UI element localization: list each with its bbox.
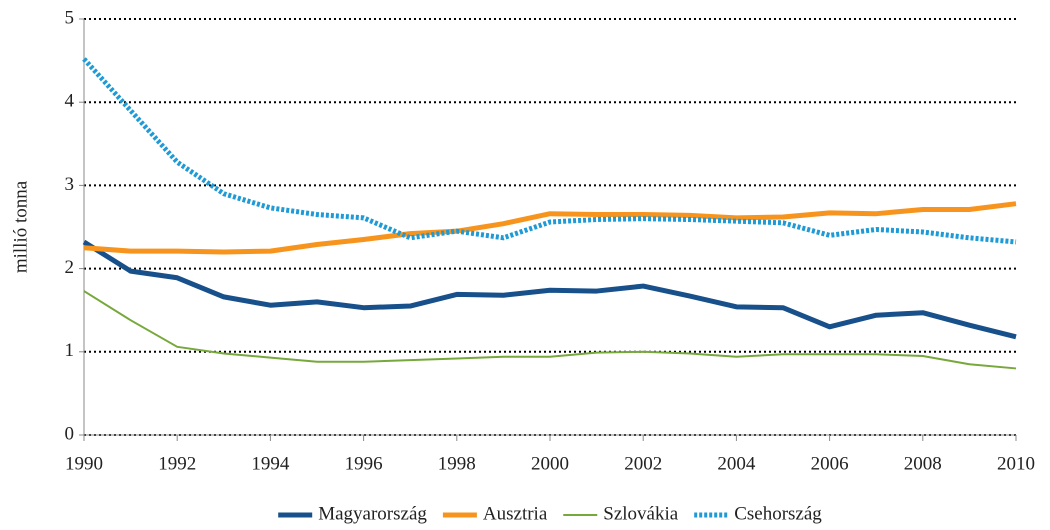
y-tick-label: 0 bbox=[65, 423, 75, 444]
legend-label: Magyarország bbox=[318, 503, 427, 524]
x-tick-label: 1994 bbox=[251, 453, 290, 474]
x-tick-label: 2000 bbox=[531, 453, 569, 474]
line-series bbox=[83, 201, 1017, 255]
y-tick-label: 5 bbox=[65, 7, 75, 28]
legend-label: Csehország bbox=[734, 503, 822, 524]
x-tick-label: 2008 bbox=[904, 453, 942, 474]
x-tick-label: 1990 bbox=[65, 453, 103, 474]
x-tick-label: 2006 bbox=[811, 453, 849, 474]
legend-label: Szlovákia bbox=[603, 503, 678, 524]
legend-label: Ausztria bbox=[483, 503, 548, 524]
y-tick-label: 2 bbox=[65, 257, 75, 278]
line-series bbox=[83, 290, 1017, 370]
y-tick-label: 1 bbox=[65, 340, 75, 361]
x-tick-label: 1996 bbox=[345, 453, 383, 474]
x-tick-label: 2010 bbox=[997, 453, 1035, 474]
line-series bbox=[82, 239, 1017, 340]
y-tick-label: 3 bbox=[65, 174, 75, 195]
x-tick-label: 2004 bbox=[717, 453, 756, 474]
x-tick-label: 1992 bbox=[158, 453, 196, 474]
line-series bbox=[82, 57, 1017, 245]
x-tick-label: 2002 bbox=[624, 453, 662, 474]
x-tick-label: 1998 bbox=[438, 453, 476, 474]
y-tick-label: 4 bbox=[65, 91, 75, 112]
y-axis-label: millió tonna bbox=[10, 180, 31, 273]
